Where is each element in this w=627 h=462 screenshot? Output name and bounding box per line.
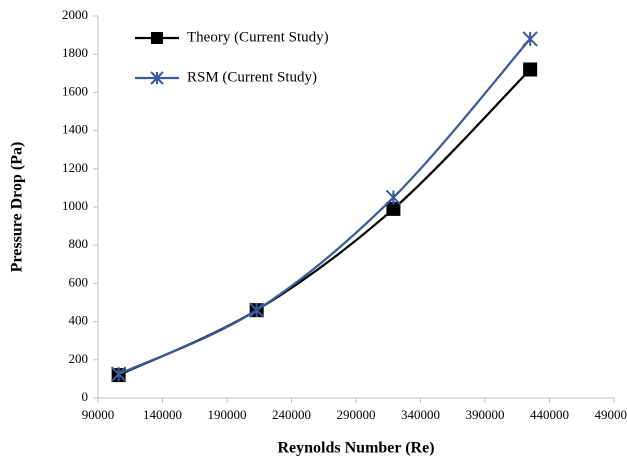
x-tick-label: 340000 xyxy=(401,407,440,422)
y-tick-label: 0 xyxy=(82,389,89,404)
x-tick-label: 390000 xyxy=(466,407,505,422)
y-tick-label: 1000 xyxy=(62,198,88,213)
y-tick-label: 2000 xyxy=(62,7,88,22)
marker xyxy=(150,71,164,85)
marker xyxy=(386,201,401,216)
series-line xyxy=(118,68,531,377)
y-axis-title: Pressure Drop (Pa) xyxy=(9,142,26,273)
series-line xyxy=(118,38,532,376)
marker xyxy=(110,366,127,382)
marker xyxy=(523,62,538,77)
x-tick-label: 140000 xyxy=(143,407,182,422)
marker xyxy=(522,31,538,47)
x-tick-label: 290000 xyxy=(337,407,376,422)
y-tick-label: 400 xyxy=(69,313,89,328)
y-tick-label: 1600 xyxy=(62,83,88,98)
y-tick-label: 200 xyxy=(69,351,89,366)
marker xyxy=(151,32,163,44)
y-tick-label: 1400 xyxy=(62,122,88,137)
marker xyxy=(385,189,402,206)
x-tick-label: 90000 xyxy=(82,407,115,422)
legend-label: RSM (Current Study) xyxy=(187,69,317,85)
y-tick-label: 600 xyxy=(69,274,89,289)
x-tick-label: 240000 xyxy=(272,407,311,422)
y-tick-label: 1200 xyxy=(62,160,88,175)
x-tick-label: 190000 xyxy=(208,407,247,422)
x-axis-title: Reynolds Number (Re) xyxy=(277,440,434,457)
y-tick-label: 800 xyxy=(69,236,89,251)
x-tick-label: 440000 xyxy=(530,407,569,422)
y-tick-label: 1800 xyxy=(62,45,88,60)
marker xyxy=(248,302,265,318)
legend-label: Theory (Current Study) xyxy=(187,29,329,45)
x-tick-label: 490000 xyxy=(595,407,627,422)
